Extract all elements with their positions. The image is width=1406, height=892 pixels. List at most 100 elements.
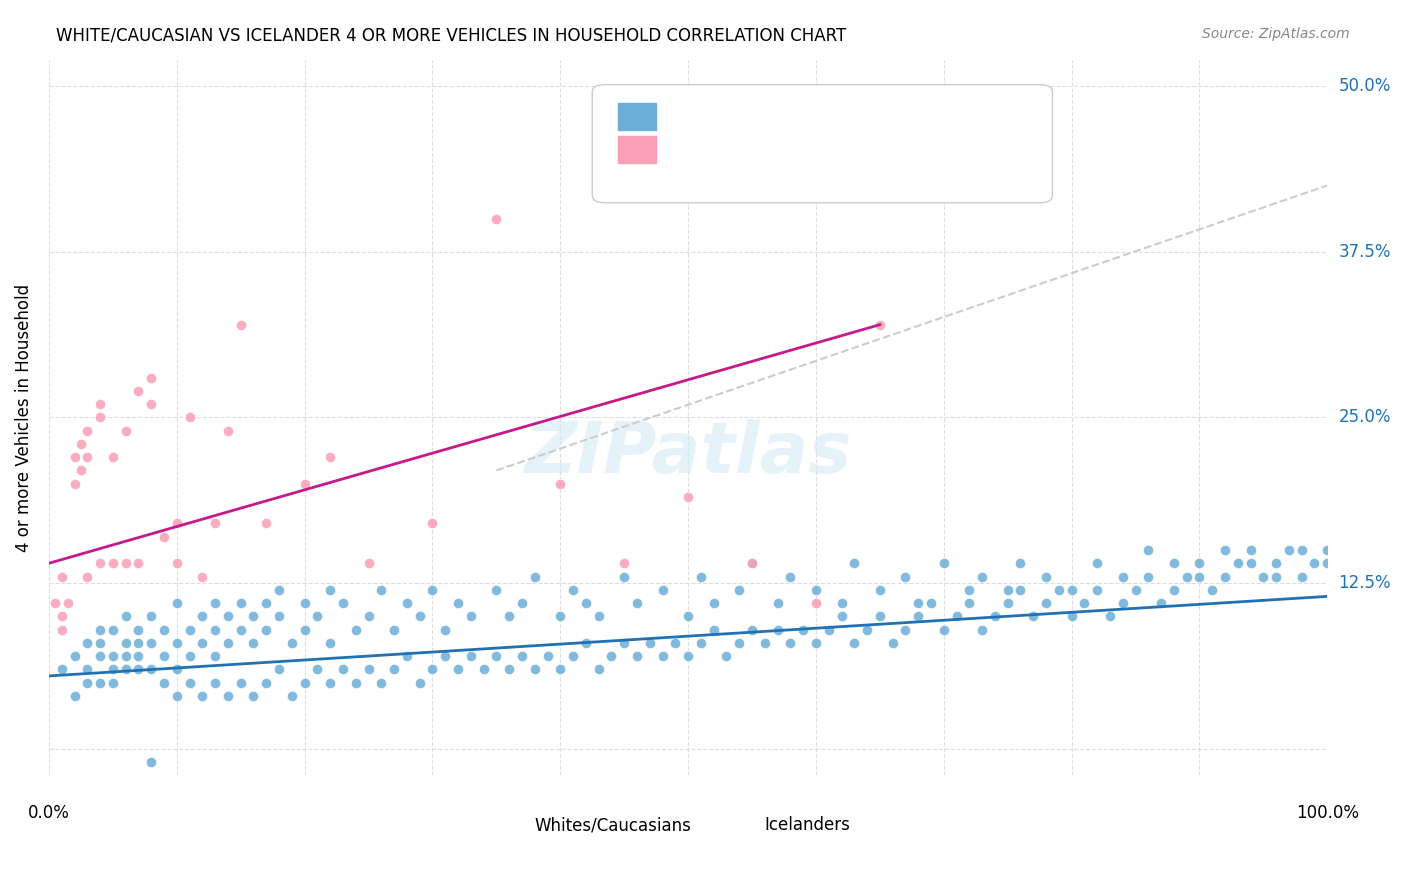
Point	[166, 689, 188, 703]
Point	[332, 596, 354, 610]
Point	[523, 569, 546, 583]
Point	[485, 211, 508, 226]
Point	[613, 636, 636, 650]
Point	[1265, 556, 1288, 570]
Point	[70, 437, 93, 451]
Point	[89, 675, 111, 690]
Point	[1125, 582, 1147, 597]
Point	[1022, 609, 1045, 624]
Point	[70, 463, 93, 477]
Point	[114, 662, 136, 676]
Y-axis label: 4 or more Vehicles in Household: 4 or more Vehicles in Household	[15, 284, 32, 551]
Point	[114, 556, 136, 570]
Point	[804, 596, 827, 610]
Point	[1035, 569, 1057, 583]
Point	[894, 569, 917, 583]
Point	[1085, 582, 1108, 597]
Point	[651, 648, 673, 663]
Point	[1163, 556, 1185, 570]
Text: Source: ZipAtlas.com: Source: ZipAtlas.com	[1202, 27, 1350, 41]
Point	[1291, 543, 1313, 558]
Point	[229, 675, 252, 690]
Point	[204, 623, 226, 637]
Point	[997, 582, 1019, 597]
Point	[972, 569, 994, 583]
Point	[63, 476, 86, 491]
Point	[267, 609, 290, 624]
Bar	[458, 816, 509, 834]
Point	[89, 648, 111, 663]
Point	[382, 623, 405, 637]
Point	[741, 556, 763, 570]
Point	[357, 609, 380, 624]
Point	[89, 397, 111, 411]
Point	[804, 636, 827, 650]
Point	[344, 623, 367, 637]
Point	[548, 476, 571, 491]
Text: ZIPatlas: ZIPatlas	[524, 418, 852, 488]
Point	[548, 662, 571, 676]
Point	[856, 623, 879, 637]
Point	[191, 609, 214, 624]
Point	[882, 636, 904, 650]
Point	[141, 636, 163, 650]
Point	[166, 636, 188, 650]
Point	[972, 623, 994, 637]
Point	[179, 675, 201, 690]
Point	[229, 596, 252, 610]
Point	[294, 623, 316, 637]
Text: 0.342: 0.342	[720, 138, 773, 156]
Point	[1239, 556, 1261, 570]
Point	[651, 582, 673, 597]
Point	[254, 596, 277, 610]
Point	[51, 609, 73, 624]
Point	[370, 582, 392, 597]
Point	[141, 397, 163, 411]
Point	[1213, 543, 1236, 558]
Point	[676, 609, 699, 624]
Point	[1112, 569, 1135, 583]
Point	[600, 648, 623, 663]
Point	[831, 609, 853, 624]
Point	[831, 596, 853, 610]
Point	[626, 648, 648, 663]
Point	[626, 596, 648, 610]
Point	[1010, 556, 1032, 570]
Point	[51, 623, 73, 637]
Point	[1201, 582, 1223, 597]
Point	[447, 596, 470, 610]
Point	[254, 516, 277, 531]
Point	[664, 636, 686, 650]
Point	[690, 636, 713, 650]
Point	[191, 569, 214, 583]
Point	[548, 609, 571, 624]
Point	[869, 609, 891, 624]
Point	[716, 648, 738, 663]
Point	[141, 755, 163, 769]
Point	[51, 569, 73, 583]
Point	[127, 623, 149, 637]
Point	[422, 582, 444, 597]
Point	[294, 596, 316, 610]
Point	[434, 623, 457, 637]
Point	[166, 556, 188, 570]
Point	[76, 675, 98, 690]
Point	[127, 384, 149, 398]
Point	[101, 662, 124, 676]
Point	[920, 596, 942, 610]
Point	[1213, 569, 1236, 583]
Point	[741, 556, 763, 570]
Point	[267, 582, 290, 597]
Text: WHITE/CAUCASIAN VS ICELANDER 4 OR MORE VEHICLES IN HOUSEHOLD CORRELATION CHART: WHITE/CAUCASIAN VS ICELANDER 4 OR MORE V…	[56, 27, 846, 45]
Text: N =: N =	[810, 104, 846, 122]
Point	[932, 556, 955, 570]
Point	[166, 662, 188, 676]
Point	[498, 609, 520, 624]
Point	[575, 636, 598, 650]
Point	[114, 424, 136, 438]
Point	[422, 662, 444, 676]
Point	[984, 609, 1007, 624]
Point	[382, 662, 405, 676]
Point	[281, 689, 304, 703]
Text: 198: 198	[860, 104, 896, 122]
